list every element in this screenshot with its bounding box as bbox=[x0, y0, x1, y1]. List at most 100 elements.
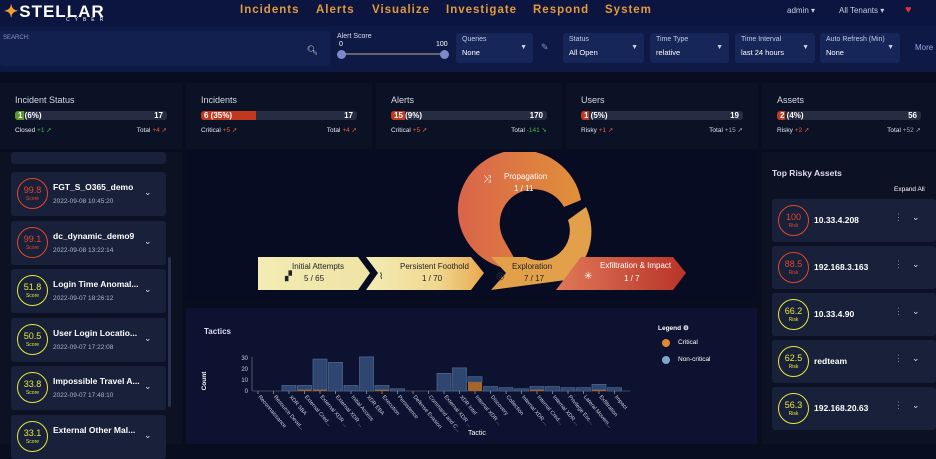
status-select[interactable]: Status All Open ▼ bbox=[563, 33, 644, 63]
more-button[interactable]: More bbox=[915, 43, 934, 52]
more-vert-icon[interactable]: ⋮ bbox=[894, 306, 903, 316]
stat-card[interactable]: Incidents 6 (35%) 17 Critical +5 ➚ Total … bbox=[186, 83, 372, 149]
tenant-menu[interactable]: All Tenants ▾ bbox=[839, 6, 885, 15]
bar-noncritical[interactable] bbox=[452, 367, 467, 392]
incident-item[interactable]: 99.1 Score dc_dynamic_demo9 2022-09-08 13… bbox=[11, 220, 166, 265]
chevron-down-icon[interactable]: ⌄ bbox=[912, 306, 920, 316]
svg-text:1 / 70: 1 / 70 bbox=[422, 274, 443, 283]
caret-down-icon: ▼ bbox=[887, 44, 894, 51]
persistent-foothold-stage[interactable] bbox=[366, 257, 484, 290]
x-tick-label: Reconnaissance bbox=[256, 394, 287, 429]
incident-item[interactable]: 99.8 Score FGT_S_O365_demo 2022-09-08 10:… bbox=[11, 172, 166, 216]
tactics-chart: 0102030CountTacticReconnaissanceResource… bbox=[201, 356, 630, 437]
asset-item[interactable]: 62.5 Risk redteam ⋮ ⌄ bbox=[772, 340, 936, 383]
chevron-down-icon[interactable]: ⌄ bbox=[912, 259, 920, 269]
bar-noncritical[interactable] bbox=[436, 373, 452, 392]
chevron-down-icon[interactable]: ⌄ bbox=[144, 187, 152, 197]
stat-card[interactable]: Assets 2 (4%) 56 Risky +2 ➚ Total +52 ➚ bbox=[762, 83, 936, 149]
bar-noncritical[interactable] bbox=[560, 387, 576, 392]
bar-critical[interactable] bbox=[530, 389, 544, 391]
nav-investigate[interactable]: Investigate bbox=[446, 4, 518, 16]
logo[interactable]: ✦STELLAR CYBER bbox=[4, 2, 109, 23]
exfiltration-stage[interactable] bbox=[556, 257, 686, 290]
bar-noncritical[interactable] bbox=[328, 362, 343, 392]
stat-card[interactable]: Incident Status 1 (6%) 17 Closed +1 ➚ Tot… bbox=[0, 83, 182, 149]
edit-icon[interactable]: ✎ bbox=[541, 42, 549, 52]
propagation-stage[interactable] bbox=[457, 152, 581, 271]
bar-critical[interactable] bbox=[313, 389, 327, 391]
asset-item[interactable]: 56.3 Risk 192.168.20.63 ⋮ ⌄ bbox=[772, 387, 936, 430]
alert-score-slider[interactable] bbox=[342, 53, 446, 55]
bar-noncritical[interactable] bbox=[529, 386, 545, 391]
svg-text:1 / 7: 1 / 7 bbox=[624, 274, 640, 283]
risk-badge: 62.5 Risk bbox=[778, 346, 809, 377]
chevron-down-icon[interactable]: ⌄ bbox=[912, 400, 920, 410]
expand-all-button[interactable]: Expand All bbox=[894, 186, 925, 193]
nav-incidents[interactable]: Incidents bbox=[240, 4, 300, 16]
stat-card[interactable]: Users 1 (5%) 19 Risky +1 ➚ Total +15 ➚ bbox=[566, 83, 758, 149]
bar-critical[interactable] bbox=[592, 389, 606, 391]
stat-card[interactable]: Alerts 15 (9%) 170 Critical +5 ➚ Total -1… bbox=[376, 83, 562, 149]
slider-min-handle[interactable] bbox=[337, 50, 346, 59]
initial-attempts-stage[interactable] bbox=[258, 257, 370, 290]
caret-down-icon: ▼ bbox=[631, 44, 638, 51]
chevron-down-icon[interactable]: ⌄ bbox=[144, 332, 152, 343]
incident-item[interactable]: 51.8 Score Login Time Anomal... 2022-09-0… bbox=[11, 269, 166, 313]
asset-item[interactable]: 88.5 Risk 192.168.3.163 ⋮ ⌄ bbox=[772, 246, 936, 289]
bar-noncritical[interactable] bbox=[281, 385, 297, 392]
trend-up-icon: ➚ bbox=[607, 127, 614, 134]
bar-noncritical[interactable] bbox=[312, 358, 328, 391]
nav-alerts[interactable]: Alerts bbox=[316, 4, 355, 16]
queries-select[interactable]: Queries None ▼ bbox=[456, 33, 533, 63]
bar-noncritical[interactable] bbox=[359, 356, 374, 392]
bar-noncritical[interactable] bbox=[607, 387, 622, 392]
chevron-down-icon[interactable]: ⌄ bbox=[144, 381, 152, 391]
asset-item[interactable]: 100 Risk 10.33.4.208 ⋮ ⌄ bbox=[772, 199, 936, 242]
auto-refresh-select[interactable]: Auto Refresh (Min) None ▼ bbox=[820, 33, 900, 63]
incident-item[interactable]: 33.1 Score External Other Mal... ⌄ bbox=[11, 414, 166, 459]
exploration-stage[interactable] bbox=[491, 207, 592, 290]
trend-up-icon: ➚ bbox=[46, 127, 52, 134]
bar-noncritical[interactable] bbox=[297, 385, 312, 391]
bar-noncritical[interactable] bbox=[498, 387, 514, 392]
chevron-down-icon[interactable]: ⌄ bbox=[144, 284, 152, 294]
time-interval-select[interactable]: Time Interval last 24 hours ▼ bbox=[735, 33, 815, 63]
search-input[interactable]: SEARCH: 🔍︎ bbox=[0, 31, 330, 66]
bar-noncritical[interactable] bbox=[514, 388, 529, 392]
legend-noncritical-swatch bbox=[662, 356, 670, 364]
bar-critical[interactable] bbox=[297, 389, 312, 391]
top-nav: ✦STELLAR CYBER Incidents Alerts Visualize… bbox=[0, 0, 936, 26]
settings-icon[interactable]: ⚙ bbox=[682, 325, 689, 332]
bar-noncritical[interactable] bbox=[343, 385, 359, 392]
bar-noncritical[interactable] bbox=[483, 386, 498, 392]
more-vert-icon[interactable]: ⋮ bbox=[894, 212, 903, 222]
chevron-down-icon[interactable]: ⌄ bbox=[144, 429, 152, 440]
chevron-down-icon[interactable]: ⌄ bbox=[144, 235, 152, 246]
bar-noncritical[interactable] bbox=[390, 388, 405, 392]
search-icon[interactable]: 🔍︎ bbox=[306, 45, 318, 55]
nav-visualize[interactable]: Visualize bbox=[372, 4, 431, 16]
bar-noncritical[interactable] bbox=[545, 386, 560, 392]
bar-noncritical[interactable] bbox=[576, 387, 591, 392]
chevron-down-icon[interactable]: ⌄ bbox=[912, 212, 920, 222]
chevron-down-icon[interactable]: ⌄ bbox=[912, 353, 920, 363]
nav-system[interactable]: System bbox=[605, 4, 652, 16]
time-type-select[interactable]: Time Type relative ▼ bbox=[650, 33, 729, 63]
bar-critical[interactable] bbox=[468, 382, 482, 391]
incident-item[interactable]: 50.5 Score User Login Locatio... 2022-09-… bbox=[11, 317, 166, 362]
more-vert-icon[interactable]: ⋮ bbox=[894, 259, 903, 269]
heartbeat-icon[interactable]: ♥ bbox=[905, 4, 912, 16]
more-vert-icon[interactable]: ⋮ bbox=[894, 400, 903, 410]
nav-respond[interactable]: Respond bbox=[533, 4, 590, 16]
scrollbar[interactable] bbox=[168, 257, 171, 407]
bar-critical[interactable] bbox=[375, 389, 389, 391]
risk-badge: 100 Risk bbox=[778, 205, 809, 236]
incident-item[interactable]: 33.8 Score Impossible Travel A... 2022-09… bbox=[11, 366, 166, 410]
asset-item[interactable]: 66.2 Risk 10.33.4.90 ⋮ ⌄ bbox=[772, 293, 936, 336]
user-menu[interactable]: admin ▾ bbox=[787, 6, 816, 15]
bar-noncritical[interactable] bbox=[467, 376, 483, 383]
bar-noncritical[interactable] bbox=[374, 385, 390, 391]
more-vert-icon[interactable]: ⋮ bbox=[894, 353, 903, 363]
slider-max-handle[interactable] bbox=[440, 50, 449, 59]
bar-noncritical[interactable] bbox=[591, 384, 607, 391]
